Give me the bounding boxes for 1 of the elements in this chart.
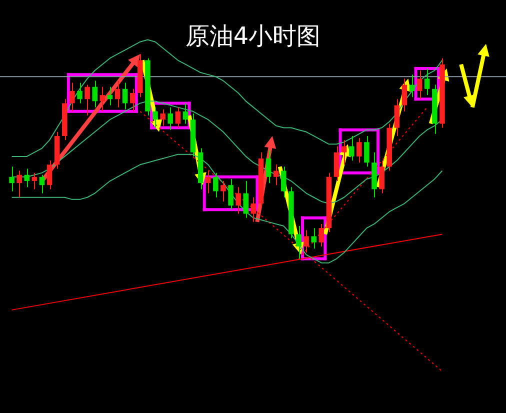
chart-title: 原油4小时图: [184, 21, 322, 52]
